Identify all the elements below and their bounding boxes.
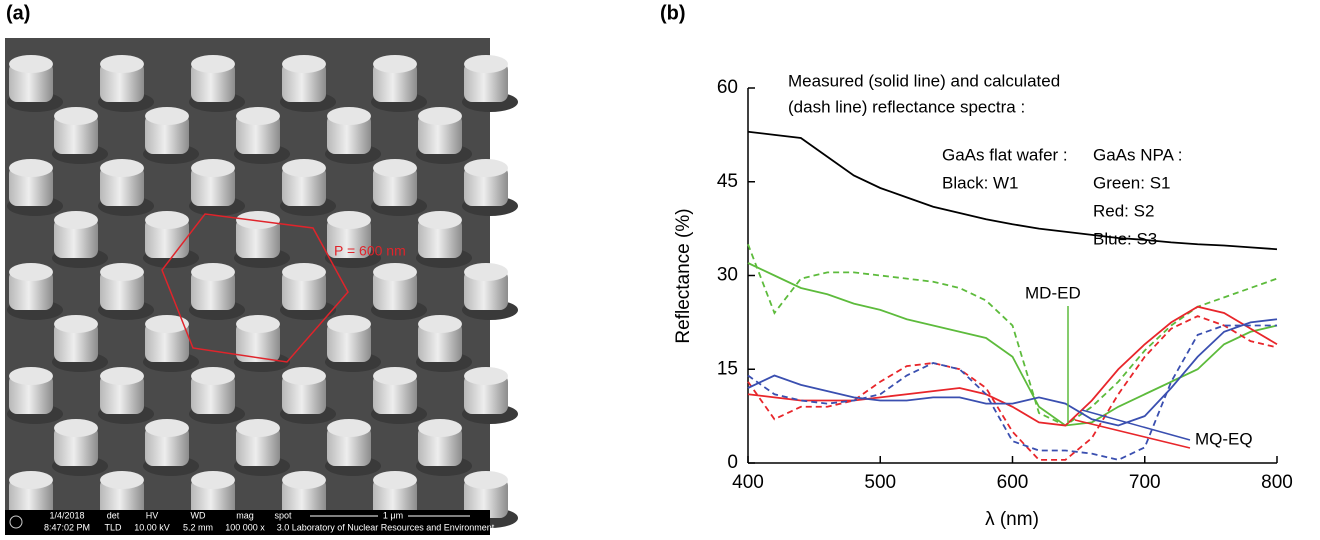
pillar-top bbox=[373, 159, 417, 177]
pillar-top bbox=[327, 419, 371, 437]
x-tick-label: 500 bbox=[864, 472, 896, 493]
info-text: det bbox=[107, 510, 120, 520]
y-tick-label: 30 bbox=[717, 265, 738, 286]
y-axis-label: Reflectance (%) bbox=[673, 208, 694, 343]
pillar-top bbox=[464, 263, 508, 281]
period-label: P = 600 nm bbox=[334, 243, 406, 259]
pillar-top bbox=[100, 471, 144, 489]
info-text: mag bbox=[236, 510, 254, 520]
annotation: GaAs flat wafer : bbox=[942, 145, 1068, 164]
pillar-top bbox=[418, 211, 462, 229]
info-text: 10.00 kV bbox=[134, 522, 170, 532]
pillar-top bbox=[145, 107, 189, 125]
x-tick-label: 600 bbox=[997, 472, 1029, 493]
annotation: Green: S1 bbox=[1093, 173, 1171, 192]
pillar-top bbox=[100, 263, 144, 281]
pillar-top bbox=[9, 367, 53, 385]
pillar-top bbox=[327, 107, 371, 125]
pillar-top bbox=[418, 315, 462, 333]
pillar-top bbox=[100, 55, 144, 73]
pillar-top bbox=[145, 211, 189, 229]
info-text: 100 000 x bbox=[225, 522, 265, 532]
y-tick-label: 0 bbox=[727, 452, 738, 473]
pillar-top bbox=[282, 55, 326, 73]
annotation: Measured (solid line) and calculated bbox=[788, 71, 1060, 90]
info-text: spot bbox=[274, 510, 292, 520]
pillar-top bbox=[9, 471, 53, 489]
pillar-top bbox=[191, 367, 235, 385]
pillar-top bbox=[145, 419, 189, 437]
y-tick-label: 60 bbox=[717, 77, 738, 98]
pillar-top bbox=[9, 263, 53, 281]
info-text: 1 μm bbox=[383, 510, 403, 520]
pillar-top bbox=[464, 159, 508, 177]
info-text: WD bbox=[191, 510, 206, 520]
pillar-top bbox=[100, 367, 144, 385]
pillar-top bbox=[54, 419, 98, 437]
pillar-top bbox=[464, 471, 508, 489]
pillar-top bbox=[236, 419, 280, 437]
pillar-top bbox=[282, 367, 326, 385]
x-tick-label: 800 bbox=[1261, 472, 1293, 493]
info-text: 3.0 bbox=[277, 522, 290, 532]
annotation: MD-ED bbox=[1025, 283, 1081, 302]
pillar-top bbox=[9, 55, 53, 73]
pillar-top bbox=[282, 471, 326, 489]
pillar-top bbox=[373, 367, 417, 385]
annotation: Black: W1 bbox=[942, 173, 1019, 192]
panel-label: (b) bbox=[660, 2, 686, 24]
pillar-top bbox=[418, 107, 462, 125]
panel-label: (a) bbox=[6, 2, 30, 24]
x-axis-label: λ (nm) bbox=[985, 509, 1039, 530]
pillar-top bbox=[373, 471, 417, 489]
pillar-top bbox=[191, 159, 235, 177]
info-text: 5.2 mm bbox=[183, 522, 213, 532]
annotation: MQ-EQ bbox=[1195, 429, 1253, 448]
x-tick-label: 400 bbox=[732, 472, 764, 493]
pillar-top bbox=[236, 211, 280, 229]
pillar-top bbox=[327, 315, 371, 333]
pillar-top bbox=[327, 211, 371, 229]
info-text: Laboratory of Nuclear Resources and Envi… bbox=[292, 522, 495, 532]
pillar-top bbox=[418, 419, 462, 437]
annotation: Blue: S3 bbox=[1093, 229, 1157, 248]
pillar-top bbox=[373, 55, 417, 73]
pillar-top bbox=[54, 211, 98, 229]
pillar-top bbox=[145, 315, 189, 333]
pillar-top bbox=[191, 471, 235, 489]
pillar-top bbox=[54, 315, 98, 333]
info-text: TLD bbox=[104, 522, 122, 532]
pillar-top bbox=[191, 55, 235, 73]
info-text: HV bbox=[146, 510, 159, 520]
pillar-top bbox=[100, 159, 144, 177]
y-tick-label: 15 bbox=[717, 358, 738, 379]
pillar-top bbox=[9, 159, 53, 177]
info-text: 8:47:02 PM bbox=[44, 522, 90, 532]
sem-image bbox=[5, 38, 518, 528]
info-text: 1/4/2018 bbox=[49, 510, 84, 520]
annotation: GaAs NPA : bbox=[1093, 145, 1182, 164]
info-bar: 1/4/2018 8:47:02 PM det TLD HV 10.00 kV … bbox=[5, 510, 495, 535]
x-tick-label: 700 bbox=[1129, 472, 1161, 493]
pillar-top bbox=[54, 107, 98, 125]
pillar-top bbox=[373, 263, 417, 281]
y-tick-label: 45 bbox=[717, 171, 738, 192]
annotation: Red: S2 bbox=[1093, 201, 1154, 220]
pillar-top bbox=[282, 159, 326, 177]
pillar-top bbox=[191, 263, 235, 281]
pillar-top bbox=[464, 367, 508, 385]
pillar-top bbox=[282, 263, 326, 281]
pillar-top bbox=[464, 55, 508, 73]
pillar-top bbox=[236, 315, 280, 333]
pillar-top bbox=[236, 107, 280, 125]
annotation: (dash line) reflectance spectra : bbox=[788, 97, 1025, 116]
figure: (a) (b) P = 600 nm 1/4/2018 8:47:02 PM d… bbox=[0, 0, 1320, 535]
